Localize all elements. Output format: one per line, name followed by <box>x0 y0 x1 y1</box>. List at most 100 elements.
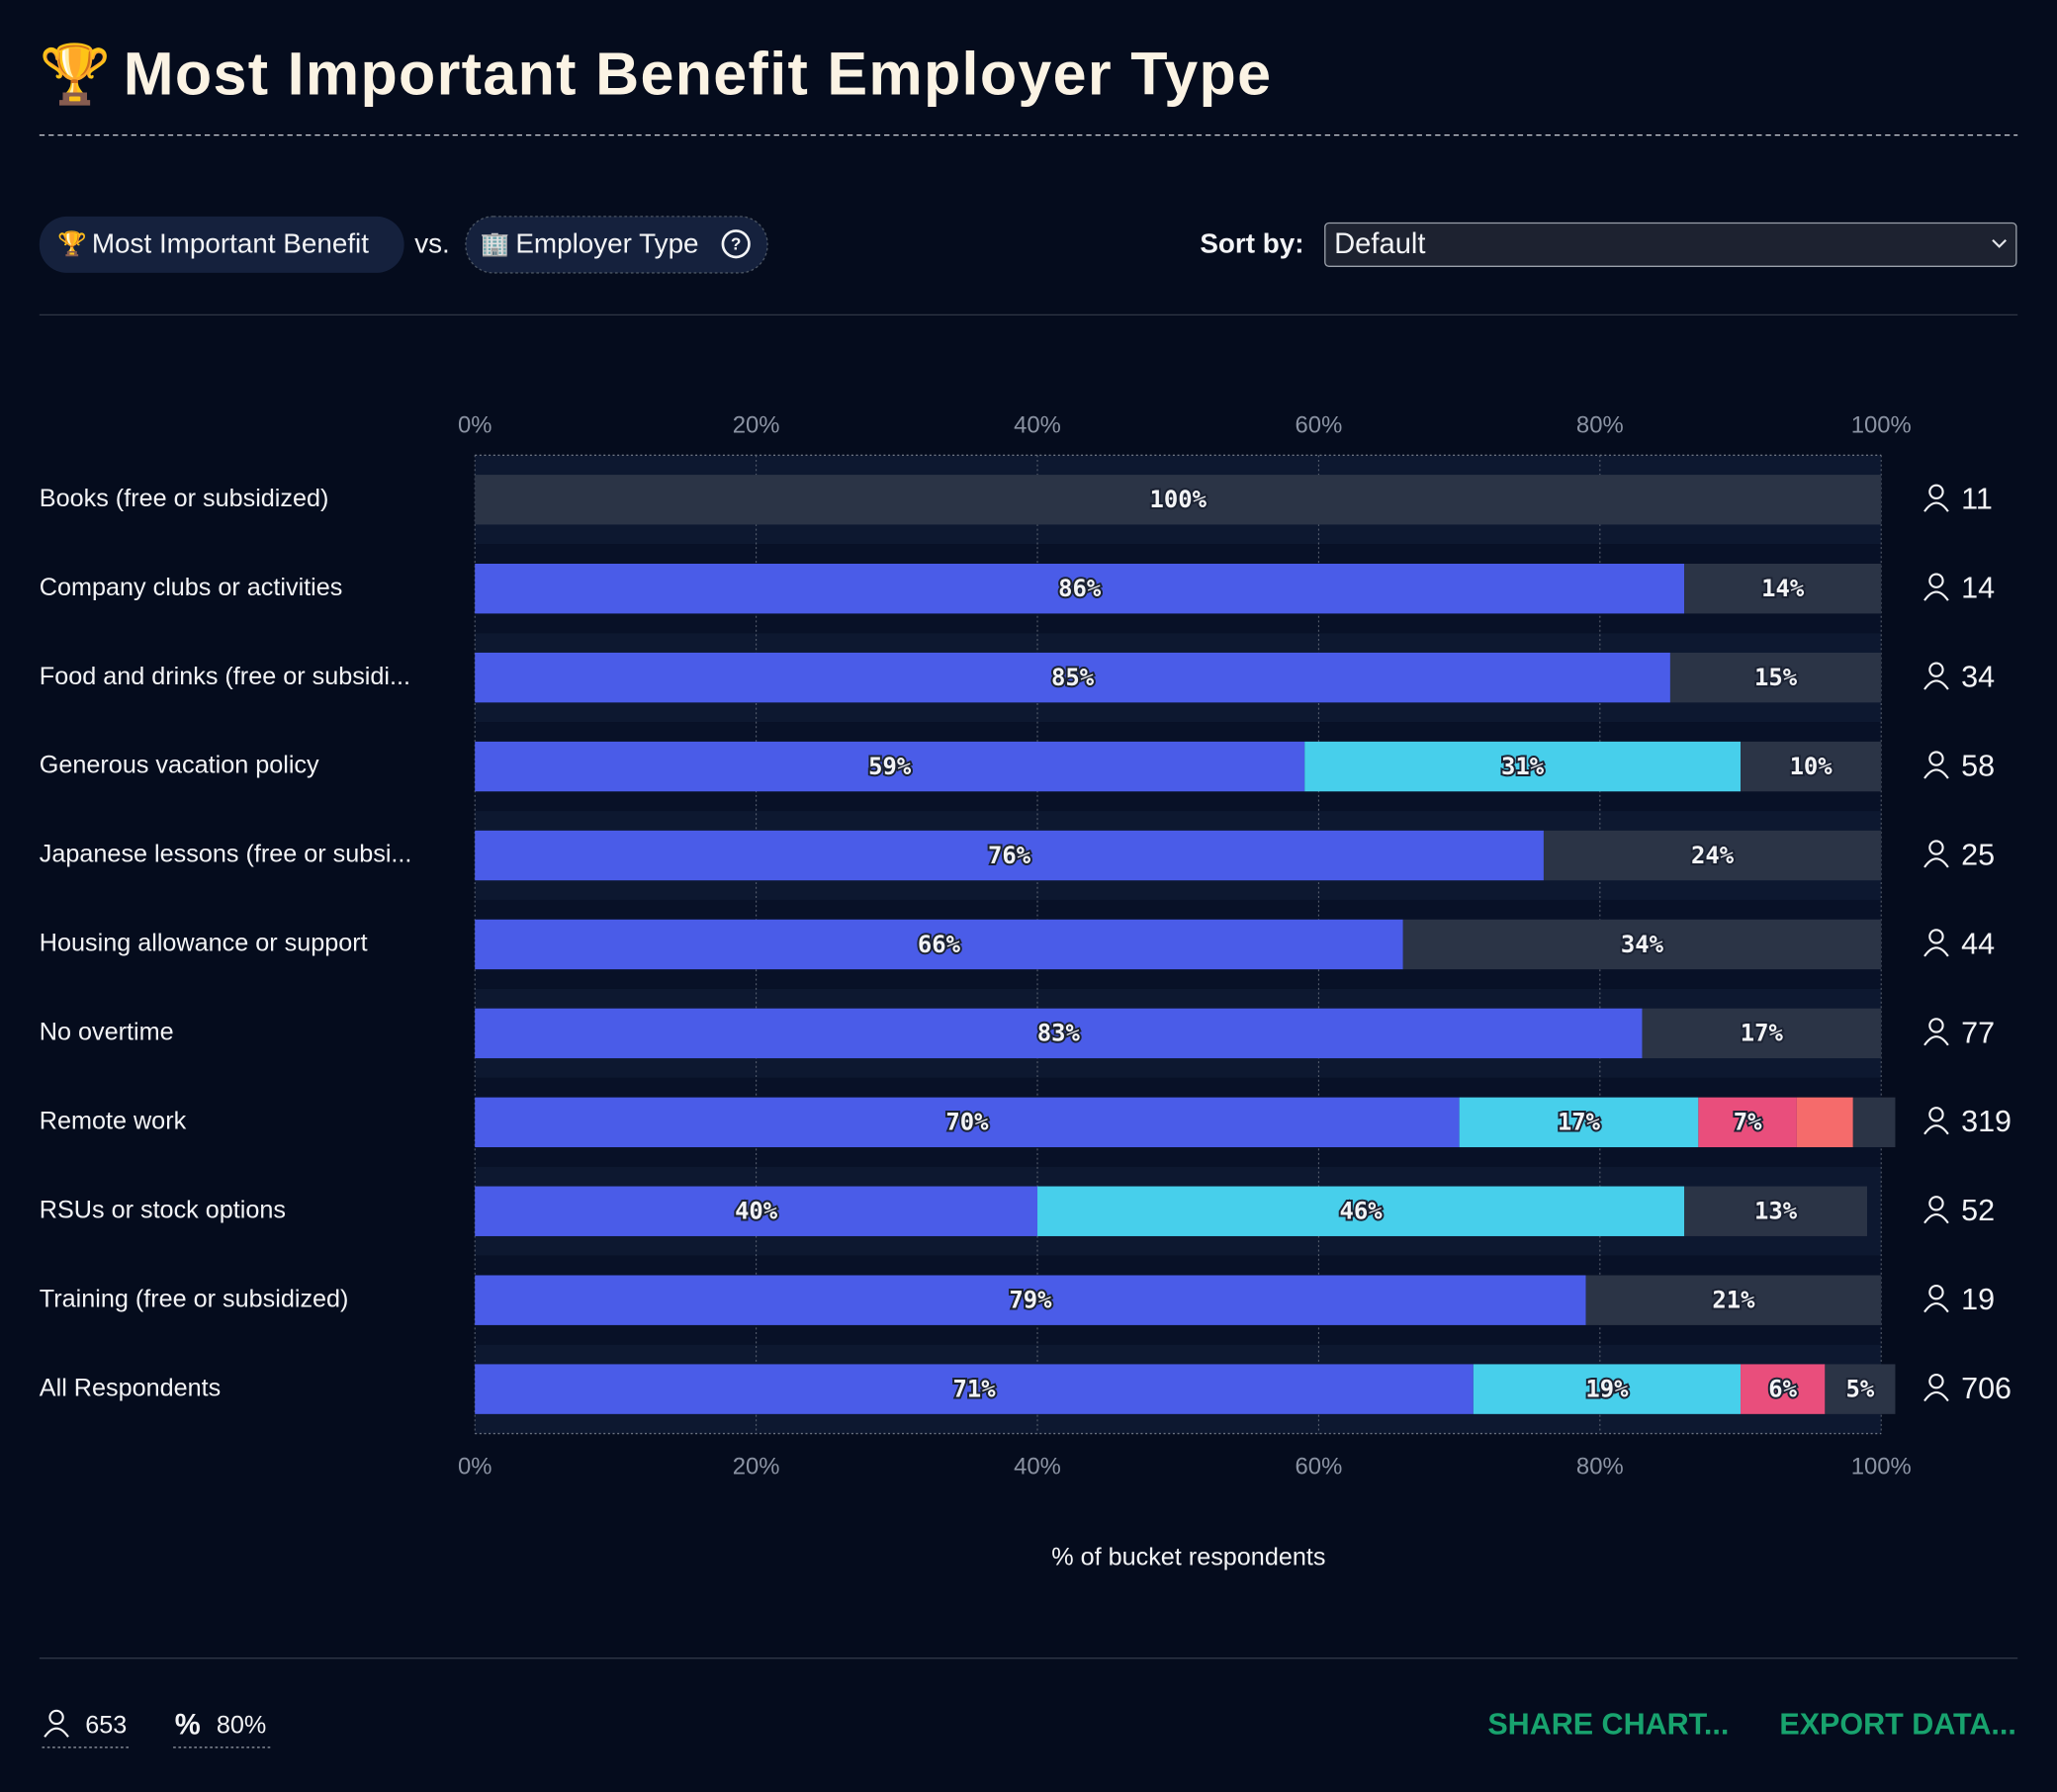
category-label: No overtime <box>40 1019 174 1046</box>
select-arrow <box>1992 238 2007 248</box>
bar-segment <box>475 1275 1586 1325</box>
plot: 0% 0% 20% 20% 40% 40% 60% 60% 80% 80% 100% 100% Book… <box>40 411 2012 1479</box>
page-title: Most Important Benefit Employer Type <box>124 41 1273 108</box>
column-field-label: Employer Type <box>515 227 698 258</box>
bar-segment <box>1698 1097 1797 1148</box>
value-label: 24% <box>1691 842 1735 869</box>
bar-segment <box>1473 1364 1742 1414</box>
column-field-chip[interactable] <box>465 216 768 274</box>
help-icon[interactable] <box>721 229 751 259</box>
bar-segment <box>475 475 1882 525</box>
value-label: 17% <box>1741 1020 1784 1047</box>
trophy-icon: 🏆 <box>40 42 112 107</box>
bar-segment <box>475 652 1670 703</box>
value-label: 21% <box>1712 1287 1755 1314</box>
respondent-count: 319 <box>1961 1105 2012 1138</box>
row-field-chip[interactable] <box>39 216 404 273</box>
chip-icon: 🏢 <box>481 230 510 257</box>
value-label: 85% <box>1051 664 1095 691</box>
versus-label: vs. <box>414 227 450 258</box>
person-icon <box>1923 946 1949 957</box>
person-icon <box>1923 1301 1949 1313</box>
person-icon <box>1928 662 1944 677</box>
bar-segment <box>1037 1186 1685 1236</box>
bar-segment <box>1852 1097 1896 1148</box>
value-label: 66% <box>918 931 961 958</box>
bar-segment <box>1825 1364 1896 1414</box>
category-label: RSUs or stock options <box>40 1196 286 1223</box>
x-tick-label: 20% <box>733 411 780 438</box>
chip-icon: 🏆 <box>57 229 87 257</box>
person-icon <box>1928 1196 1944 1211</box>
value-label: 15% <box>1754 664 1798 691</box>
bar-segment <box>475 830 1544 881</box>
category-label: Remote work <box>40 1107 187 1134</box>
person-icon <box>1923 1124 1949 1135</box>
person-icon <box>1928 573 1944 588</box>
person-icon <box>48 1709 64 1726</box>
sort-select[interactable] <box>1324 222 2017 267</box>
person-icon <box>44 1727 69 1738</box>
value-label: 79% <box>1009 1287 1052 1314</box>
bar-segment <box>1585 1275 1882 1325</box>
x-tick-label: 100% <box>1851 411 1912 438</box>
x-tick-label: 40% <box>1014 411 1061 438</box>
category-label: Training (free or subsidized) <box>40 1285 349 1312</box>
person-icon <box>1923 1035 1949 1046</box>
x-axis-title: % of bucket respondents <box>1051 1544 1325 1571</box>
sort-label: Sort by: <box>1200 227 1303 258</box>
person-icon <box>1923 1390 1949 1402</box>
respondent-count: 706 <box>1961 1372 2012 1405</box>
category-label: Generous vacation policy <box>40 752 319 779</box>
person-icon <box>1928 484 1944 499</box>
category-label: Japanese lessons (free or subsi... <box>40 841 412 868</box>
x-tick-label: 0% <box>458 411 492 438</box>
bar-segment <box>475 919 1403 970</box>
respondent-count: 11 <box>1961 483 1993 516</box>
bar-segment <box>475 563 1685 614</box>
person-icon <box>1928 1285 1944 1300</box>
footer-total[interactable]: 653 <box>42 1709 132 1748</box>
value-label: 13% <box>1754 1198 1798 1225</box>
footer-total-value: 653 <box>85 1711 127 1739</box>
person-icon <box>1928 1018 1944 1033</box>
value-label: 100% <box>1149 486 1207 513</box>
respondent-count: 14 <box>1961 572 1995 605</box>
value-label: 70% <box>945 1109 989 1136</box>
person-icon <box>1928 1373 1944 1389</box>
respondent-count: 25 <box>1961 838 1995 871</box>
bar-segment <box>1669 652 1882 703</box>
footer-percent[interactable]: % 80% <box>173 1709 272 1748</box>
bar-segment <box>475 741 1305 792</box>
value-label: 31% <box>1501 753 1545 780</box>
respondent-count: 77 <box>1961 1016 1995 1049</box>
share-chart-button[interactable]: SHARE CHART... <box>1487 1708 1729 1742</box>
x-tick-label: 60% <box>1296 1454 1343 1480</box>
category-label: Books (free or subsidized) <box>40 485 329 512</box>
person-icon <box>1923 857 1949 868</box>
x-tick-label: 80% <box>1576 1454 1624 1480</box>
respondent-count: 44 <box>1961 927 1995 960</box>
bar-segment <box>1642 1008 1882 1059</box>
help-icon-glyph: ? <box>731 234 742 254</box>
respondent-count: 58 <box>1961 749 1995 782</box>
person-icon <box>1923 590 1949 601</box>
bar-segment <box>475 1186 1038 1236</box>
bar-segment <box>1543 830 1882 881</box>
bar-segment <box>1684 1186 1868 1236</box>
percent-icon: % <box>175 1709 201 1741</box>
bar-segment <box>1684 563 1882 614</box>
bar-segment <box>1741 1364 1826 1414</box>
bar-segment <box>1459 1097 1699 1148</box>
export-data-button[interactable]: EXPORT DATA... <box>1779 1708 2016 1742</box>
category-label: Housing allowance or support <box>40 930 368 957</box>
value-label: 71% <box>952 1375 996 1402</box>
person-icon <box>1923 768 1949 779</box>
x-tick-label: 0% <box>458 1454 492 1480</box>
footer-percent-value: 80% <box>217 1711 266 1739</box>
value-label: 59% <box>868 753 912 780</box>
x-tick-label: 100% <box>1851 1454 1912 1480</box>
person-icon <box>1928 840 1944 855</box>
